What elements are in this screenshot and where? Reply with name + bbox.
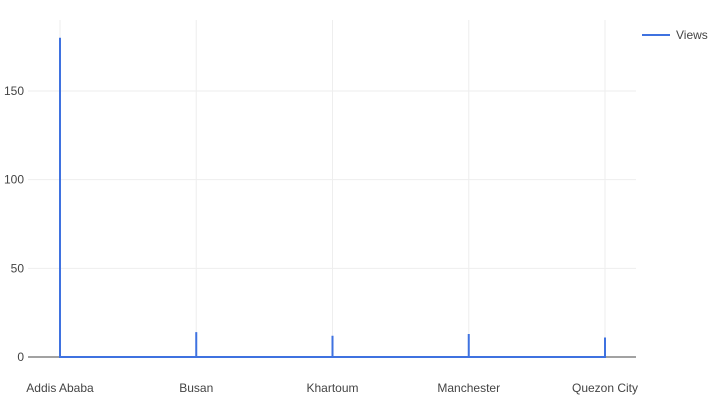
y-tick-label: 100: [4, 173, 24, 187]
x-tick-label: Addis Ababa: [26, 381, 94, 395]
x-tick-label: Busan: [179, 381, 213, 395]
series-layer: [59, 37, 606, 358]
y-tick-label: 50: [11, 261, 25, 275]
legend-label[interactable]: Views: [676, 28, 708, 42]
legend[interactable]: Views: [642, 28, 708, 42]
x-tick-label: Manchester: [437, 381, 500, 395]
y-tick-label: 150: [4, 84, 24, 98]
x-tick-label: Khartoum: [306, 381, 358, 395]
axes: 0 50 100 150 Addis Ababa Busan Khartoum Manches…: [4, 84, 638, 395]
y-tick-label: 0: [17, 350, 24, 364]
grid: [28, 20, 636, 357]
x-tick-label: Quezon City: [572, 381, 638, 395]
series-line-views[interactable]: [59, 37, 606, 358]
